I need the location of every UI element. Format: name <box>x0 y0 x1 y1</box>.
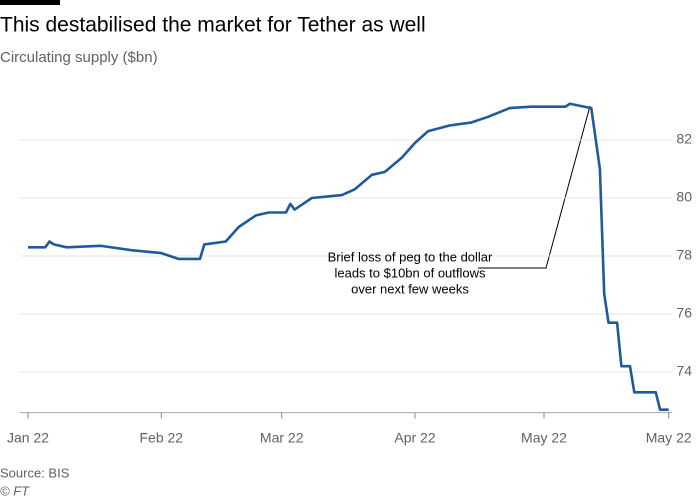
ft-bar <box>0 0 60 5</box>
x-tick-label: May 22 <box>646 429 692 445</box>
series-line <box>28 102 669 411</box>
annotation: leads to $10bn of outflows <box>334 265 486 280</box>
y-tick-label: 76 <box>676 305 692 321</box>
x-tick-label: May 22 <box>521 429 567 445</box>
x-tick-label: Mar 22 <box>260 429 304 445</box>
x-tick-label: Feb 22 <box>140 429 184 445</box>
annotation: Brief loss of peg to the dollar <box>328 249 493 264</box>
x-tick-label: Apr 22 <box>394 429 435 445</box>
source: Source: BIS <box>0 465 70 480</box>
chart-title: This destabilised the market for Tether … <box>0 14 426 37</box>
annotation: over next few weeks <box>351 281 469 296</box>
x-tick-label: Jan 22 <box>7 429 49 445</box>
y-tick-label: 82 <box>676 131 692 147</box>
y-tick-label: 78 <box>676 247 692 263</box>
y-tick-label: 74 <box>676 363 692 379</box>
annotation-leader <box>478 105 591 269</box>
chart-subtitle: Circulating supply ($bn) <box>0 49 158 66</box>
credit: © FT <box>0 483 30 498</box>
y-tick-label: 80 <box>676 189 692 205</box>
